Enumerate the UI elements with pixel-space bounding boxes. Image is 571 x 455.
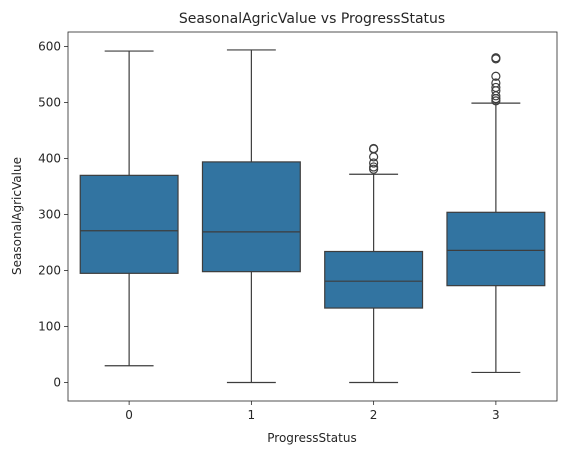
y-tick-label: 500 [38,96,61,110]
chart-title: SeasonalAgricValue vs ProgressStatus [179,11,445,27]
outlier-point [369,152,379,162]
iqr-box [79,174,179,274]
boxes-layer [79,49,546,384]
plot-area [67,31,558,402]
y-axis-label: SeasonalAgricValue [10,157,24,275]
outlier-point [491,71,501,81]
x-tick-label: 3 [492,408,500,422]
outlier-point [369,162,379,172]
x-axis-label: ProgressStatus [267,431,356,445]
outlier-point [491,53,501,63]
y-axis: 0 100 200 300 400 500 600 [38,40,68,390]
y-tick-label: 600 [38,40,61,54]
y-tick-label: 200 [38,264,61,278]
x-tick-label: 0 [125,408,133,422]
box-group-0 [79,50,179,367]
axes-frame [67,31,558,402]
outlier-point [491,78,501,88]
y-tick-label: 0 [53,376,61,390]
outlier-point [369,143,379,154]
iqr-box [324,250,424,309]
y-tick-label: 100 [38,320,61,334]
x-axis: 0 1 2 3 [125,401,500,422]
iqr-box [201,161,301,273]
y-tick-label: 400 [38,152,61,166]
box-group-3 [446,53,546,374]
y-tick-label: 300 [38,208,61,222]
iqr-box [446,211,546,287]
x-tick-label: 1 [248,408,256,422]
outlier-point [369,158,379,168]
x-tick-label: 2 [370,408,378,422]
box-group-2 [324,143,424,384]
outlier-point [491,82,501,93]
box-group-1 [201,49,301,384]
